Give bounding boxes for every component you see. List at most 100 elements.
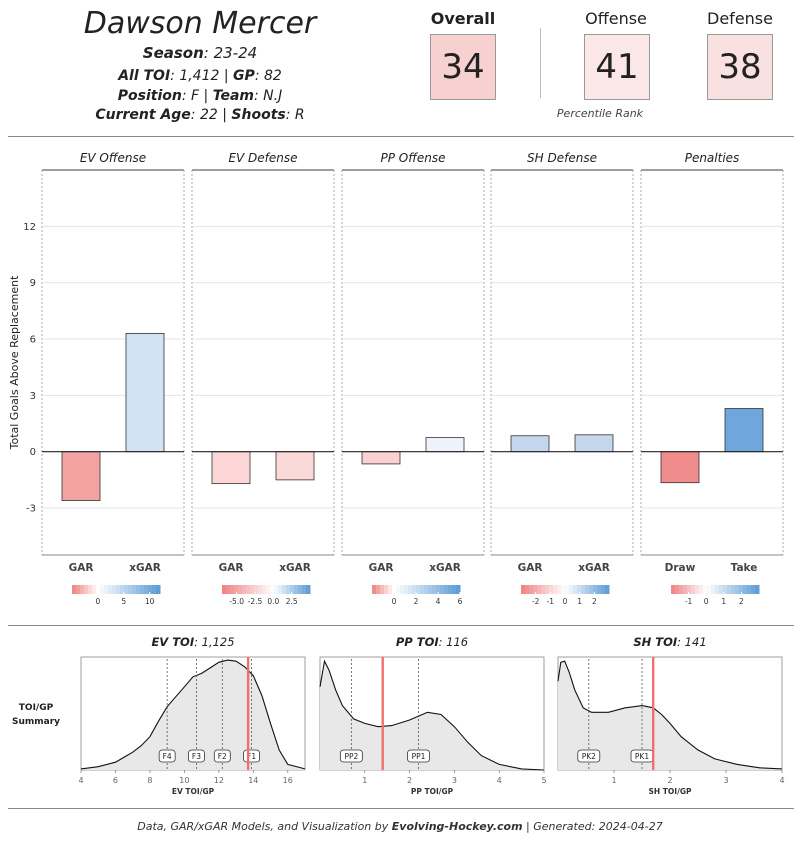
age-line: Current Age: 22 | Shoots: R (95, 107, 305, 123)
y-tick-label: 0 (30, 447, 36, 458)
toi-panel-sh-toi: SH TOI: 141 PK2 PK1 1 2 3 4 SH TOI/GP (557, 635, 785, 796)
legend-tick-label: 1 (721, 597, 726, 606)
legend-swatch (456, 585, 461, 594)
legend-swatch (156, 585, 161, 594)
season-line: Season: 23-24 (142, 44, 258, 62)
bar-xgar (574, 434, 614, 453)
bar-xgar (275, 451, 315, 481)
legend-swatch (120, 585, 125, 594)
toi-value: 1,412 (179, 68, 220, 84)
legend-swatch (92, 585, 97, 594)
x-tick-label: Take (731, 562, 758, 574)
x-tick-label: 3 (723, 776, 728, 785)
panel-sh-defense: SH Defense GAR xGAR -2 -1 0 1 2 (490, 151, 634, 606)
toi-panel-title: SH TOI: 141 (633, 635, 706, 649)
y-tick-label: 6 (30, 335, 36, 346)
x-tick-label: 2 (407, 776, 412, 785)
toi-line: All TOI: 1,412 | GP: 82 (118, 68, 282, 84)
legend-swatch (72, 585, 77, 594)
legend-swatch (242, 585, 247, 594)
legend-swatch (254, 585, 259, 594)
legend-swatch (735, 585, 740, 594)
legend-swatch (290, 585, 295, 594)
legend-swatch (577, 585, 582, 594)
legend-swatch (585, 585, 590, 594)
x-tick-label: GAR (369, 562, 394, 574)
legend-swatch (412, 585, 417, 594)
legend-swatch (755, 585, 760, 594)
line-marker-label: PK2 (582, 752, 596, 761)
footer-divider (8, 808, 794, 809)
team-label: Team (212, 88, 254, 104)
x-tick-label: 12 (214, 776, 224, 785)
x-tick-label: 2 (667, 776, 672, 785)
x-tick-label: xGAR (578, 562, 610, 574)
legend-tick-label: 0.0 (267, 597, 279, 606)
x-tick-label: xGAR (279, 562, 311, 574)
density-area (558, 661, 782, 770)
x-tick-label: GAR (69, 562, 94, 574)
legend-swatch (100, 585, 105, 594)
legend-tick-label: -2 (532, 597, 540, 606)
x-tick-label: 8 (147, 776, 152, 785)
row-label-line: Summary (12, 717, 60, 727)
legend-swatch (132, 585, 137, 594)
toi-panel-title: EV TOI: 1,125 (151, 635, 234, 649)
legend-swatch (282, 585, 287, 594)
y-tick-label: 12 (23, 222, 36, 233)
density-area (320, 661, 544, 770)
legend-swatch (258, 585, 263, 594)
density-line (557, 660, 783, 770)
legend-tick-label: 1 (577, 597, 582, 606)
line-marker-box (213, 749, 231, 763)
legend-swatch (128, 585, 133, 594)
legend-swatch (388, 585, 393, 594)
legend-swatch (529, 585, 534, 594)
legend-swatch (420, 585, 425, 594)
bar-xgar (125, 332, 165, 453)
toi-label: All TOI (118, 68, 171, 84)
legend-swatch (731, 585, 736, 594)
legend-swatch (298, 585, 303, 594)
age-label: Current Age (95, 107, 191, 123)
x-tick-label: 16 (283, 776, 293, 785)
x-tick-label: 3 (452, 776, 457, 785)
defense-rank-box: 38 (707, 34, 773, 100)
legend-tick-label: 0 (392, 597, 397, 606)
legend-swatch (286, 585, 291, 594)
legend-tick-label: -5.0 (229, 597, 244, 606)
density-line (80, 659, 306, 770)
legend-swatch (691, 585, 696, 594)
toi-title-value: : 1,125 (194, 635, 234, 649)
legend-swatch (294, 585, 299, 594)
x-tick-label: 4 (779, 776, 784, 785)
legend-swatch (124, 585, 129, 594)
legend-swatch (384, 585, 389, 594)
toi-title-value: : 141 (677, 635, 706, 649)
y-tick-label: -3 (26, 504, 36, 515)
legend-swatch (400, 585, 405, 594)
x-tick-label: GAR (518, 562, 543, 574)
position-value: F (191, 88, 200, 104)
legend-swatch (234, 585, 239, 594)
legend-swatch (751, 585, 756, 594)
line-marker-label: F3 (192, 752, 201, 761)
legend-tick-label: 0 (704, 597, 709, 606)
percentile-caption: Percentile Rank (556, 107, 644, 120)
legend-tick-label: 0 (95, 597, 100, 606)
bar-gar (61, 451, 101, 501)
legend-swatch (597, 585, 602, 594)
overall-label: Overall (430, 9, 496, 28)
position-label: Position (117, 88, 182, 104)
gar-bar-chart: Total Goals Above Replacement-3036912EV … (8, 151, 784, 606)
panel-title: EV Defense (228, 151, 297, 165)
gp-value: 82 (263, 68, 282, 84)
legend-swatch (743, 585, 748, 594)
legend-tick-label: -1 (685, 597, 693, 606)
panel-title: SH Defense (527, 151, 597, 165)
legend-swatch (306, 585, 311, 594)
legend-tick-label: 2.5 (286, 597, 298, 606)
legend-swatch (416, 585, 421, 594)
legend-swatch (747, 585, 752, 594)
legend-tick-label: 10 (145, 597, 155, 606)
